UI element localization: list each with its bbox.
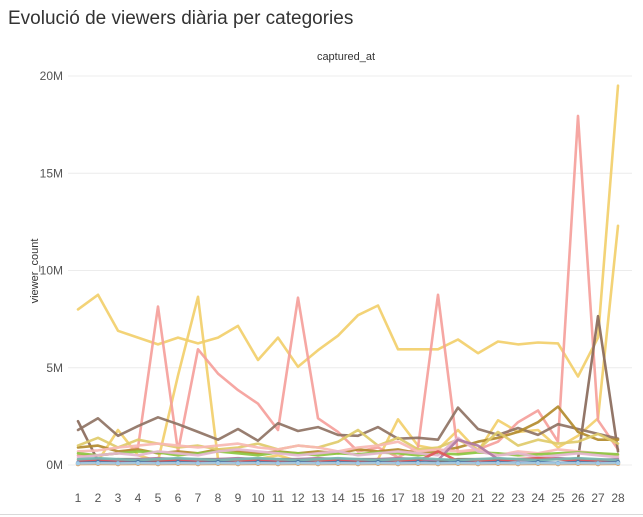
x-tick-label: 17	[391, 491, 405, 505]
x-tick-label: 4	[135, 491, 142, 505]
x-tick-label: 8	[215, 491, 222, 505]
series-point[interactable]	[115, 461, 121, 466]
y-tick-label: 15M	[40, 166, 63, 180]
series-line-8[interactable]	[76, 440, 620, 457]
series-point[interactable]	[355, 461, 361, 466]
series-point[interactable]	[475, 461, 481, 466]
series-point[interactable]	[135, 461, 141, 466]
series-point[interactable]	[575, 461, 581, 466]
y-tick-label: 10M	[40, 264, 63, 278]
x-tick-label: 27	[591, 491, 605, 505]
chart-title: Evolució de viewers diària per categorie…	[8, 8, 354, 29]
series-point[interactable]	[535, 461, 541, 466]
series-point[interactable]	[215, 461, 221, 466]
x-tick-label: 21	[471, 491, 485, 505]
x-axis-title: captured_at	[317, 51, 375, 63]
x-tick-label: 6	[175, 491, 182, 505]
x-tick-label: 7	[195, 491, 202, 505]
series-point[interactable]	[195, 461, 201, 466]
series-line-7[interactable]	[76, 428, 620, 451]
series-point[interactable]	[175, 461, 181, 466]
x-tick-label: 2	[95, 491, 102, 505]
x-tick-label: 15	[351, 491, 365, 505]
series-layer	[75, 84, 621, 467]
gridlines	[68, 75, 632, 466]
x-tick-label: 28	[611, 491, 625, 505]
x-tick-label: 23	[511, 491, 525, 505]
x-tick-label: 12	[291, 491, 305, 505]
series-point[interactable]	[375, 461, 381, 466]
x-tick-label: 22	[491, 491, 505, 505]
series-point[interactable]	[95, 461, 101, 466]
x-tick-label: 18	[411, 491, 425, 505]
x-tick-label: 24	[531, 491, 545, 505]
series-point[interactable]	[335, 461, 341, 466]
y-tick-label: 0M	[46, 458, 63, 472]
series-line-13[interactable]	[76, 456, 620, 462]
x-tick-label: 25	[551, 491, 565, 505]
series-line-1[interactable]	[76, 84, 620, 378]
series-point[interactable]	[275, 461, 281, 466]
x-tick-label: 11	[272, 491, 285, 505]
x-tick-label: 14	[331, 491, 345, 505]
y-axis-title: viewer_count	[29, 239, 41, 304]
series-point[interactable]	[555, 461, 561, 466]
series-point[interactable]	[295, 461, 301, 466]
series-point[interactable]	[235, 461, 241, 466]
series-point[interactable]	[315, 461, 321, 466]
x-tick-label: 13	[311, 491, 325, 505]
x-tick-label: 3	[115, 491, 122, 505]
x-axis-ticks: 1 2 3 4 5 6 7 8 9 10 11 12 13 14 15 16 17 18 19 20 21 22 23 24 2…	[75, 491, 625, 505]
x-tick-label: 16	[371, 491, 385, 505]
series-point[interactable]	[415, 461, 421, 466]
y-tick-label: 5M	[46, 361, 63, 375]
x-tick-label: 20	[451, 491, 465, 505]
x-tick-label: 10	[251, 491, 265, 505]
series-point[interactable]	[495, 461, 501, 466]
y-tick-label: 20M	[40, 69, 63, 83]
x-tick-label: 19	[431, 491, 445, 505]
series-line-10[interactable]	[76, 436, 620, 459]
x-tick-label: 5	[155, 491, 162, 505]
y-axis-ticks: 0M 5M 10M 15M 20M	[40, 69, 63, 472]
series-point[interactable]	[395, 461, 401, 466]
series-point[interactable]	[615, 461, 621, 466]
series-point[interactable]	[155, 461, 161, 466]
series-point[interactable]	[255, 461, 261, 466]
series-point[interactable]	[75, 461, 81, 466]
bottom-divider	[0, 514, 643, 515]
x-tick-label: 26	[571, 491, 585, 505]
x-tick-label: 9	[235, 491, 242, 505]
series-point[interactable]	[435, 461, 441, 466]
x-tick-label: 1	[75, 491, 82, 505]
series-point[interactable]	[515, 461, 521, 466]
series-point[interactable]	[595, 461, 601, 466]
series-line-3[interactable]	[76, 114, 620, 459]
series-point[interactable]	[455, 461, 461, 466]
